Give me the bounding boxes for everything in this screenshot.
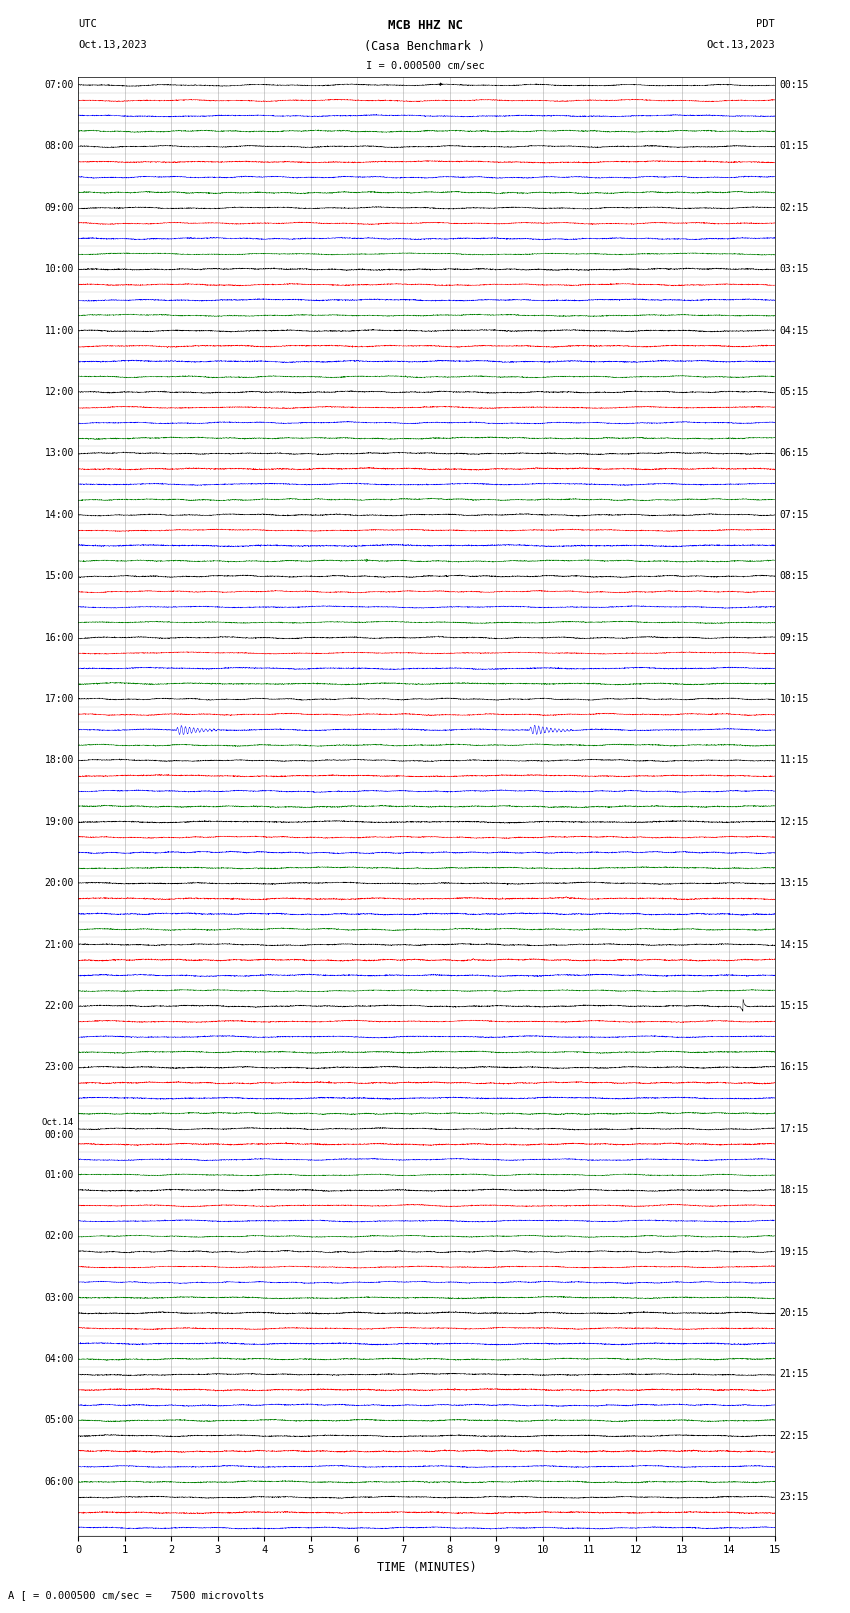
Text: 23:00: 23:00 [44,1063,74,1073]
Text: 18:00: 18:00 [44,755,74,766]
Text: 17:00: 17:00 [44,694,74,703]
Text: 03:00: 03:00 [44,1292,74,1303]
Text: 03:15: 03:15 [779,265,809,274]
Text: 12:00: 12:00 [44,387,74,397]
Text: 01:15: 01:15 [779,142,809,152]
Text: 10:15: 10:15 [779,694,809,703]
Text: 08:00: 08:00 [44,142,74,152]
Text: 07:15: 07:15 [779,510,809,519]
Text: 00:15: 00:15 [779,81,809,90]
Text: 11:00: 11:00 [44,326,74,336]
Text: 00:00: 00:00 [44,1131,74,1140]
Text: 04:00: 04:00 [44,1353,74,1365]
Text: Oct.13,2023: Oct.13,2023 [706,40,775,50]
Text: 01:00: 01:00 [44,1169,74,1179]
Text: 22:00: 22:00 [44,1002,74,1011]
Text: 04:15: 04:15 [779,326,809,336]
Text: 05:00: 05:00 [44,1416,74,1426]
Text: A [ = 0.000500 cm/sec =   7500 microvolts: A [ = 0.000500 cm/sec = 7500 microvolts [8,1590,264,1600]
Text: 09:00: 09:00 [44,203,74,213]
Text: 05:15: 05:15 [779,387,809,397]
Text: 13:15: 13:15 [779,877,809,889]
Text: UTC: UTC [78,19,97,29]
Text: 02:00: 02:00 [44,1231,74,1242]
Text: 06:15: 06:15 [779,448,809,458]
Text: 21:15: 21:15 [779,1369,809,1379]
Text: 14:00: 14:00 [44,510,74,519]
Text: (Casa Benchmark ): (Casa Benchmark ) [365,40,485,53]
Text: 21:00: 21:00 [44,940,74,950]
Text: 08:15: 08:15 [779,571,809,581]
X-axis label: TIME (MINUTES): TIME (MINUTES) [377,1561,477,1574]
Text: 06:00: 06:00 [44,1478,74,1487]
Text: 16:15: 16:15 [779,1063,809,1073]
Text: 02:15: 02:15 [779,203,809,213]
Text: 16:00: 16:00 [44,632,74,642]
Text: 07:00: 07:00 [44,81,74,90]
Text: MCB HHZ NC: MCB HHZ NC [388,19,462,32]
Text: I = 0.000500 cm/sec: I = 0.000500 cm/sec [366,61,484,71]
Text: 09:15: 09:15 [779,632,809,642]
Text: 15:15: 15:15 [779,1002,809,1011]
Text: 20:00: 20:00 [44,877,74,889]
Text: 13:00: 13:00 [44,448,74,458]
Text: 23:15: 23:15 [779,1492,809,1502]
Text: 22:15: 22:15 [779,1431,809,1440]
Text: Oct.14: Oct.14 [42,1118,74,1127]
Text: 10:00: 10:00 [44,265,74,274]
Text: 17:15: 17:15 [779,1124,809,1134]
Text: Oct.13,2023: Oct.13,2023 [78,40,147,50]
Text: 20:15: 20:15 [779,1308,809,1318]
Text: 19:15: 19:15 [779,1247,809,1257]
Text: 18:15: 18:15 [779,1186,809,1195]
Text: 12:15: 12:15 [779,816,809,827]
Text: 15:00: 15:00 [44,571,74,581]
Text: 19:00: 19:00 [44,816,74,827]
Text: 11:15: 11:15 [779,755,809,766]
Text: PDT: PDT [756,19,775,29]
Text: 14:15: 14:15 [779,940,809,950]
